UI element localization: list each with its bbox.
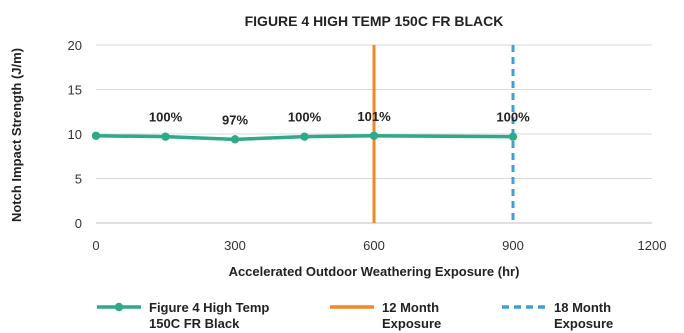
y-tick-label: 5: [75, 172, 82, 187]
series-layer: 100% 97% 100% 101% 100%: [91, 109, 530, 144]
data-label: 97%: [222, 112, 248, 127]
y-tick-label: 20: [68, 38, 82, 53]
legend-label: 18 Month: [554, 300, 611, 315]
x-tick-label: 0: [92, 238, 99, 253]
legend-label: Exposure: [554, 316, 613, 331]
data-point: [300, 132, 309, 141]
y-tick-label: 10: [68, 127, 82, 142]
x-tick-label: 1200: [638, 238, 667, 253]
data-label: 100%: [149, 110, 183, 125]
data-label: 101%: [357, 109, 391, 124]
series-line: [95, 134, 514, 142]
x-tick-label: 300: [224, 238, 246, 253]
legend-label: Exposure: [382, 316, 441, 331]
legend-marker: [114, 302, 124, 312]
x-tick-label: 900: [502, 238, 524, 253]
x-tick-label: 600: [363, 238, 385, 253]
data-label: 100%: [496, 110, 530, 125]
data-point: [508, 132, 518, 141]
x-axis-ticks: 0 300 600 900 1200: [92, 238, 666, 253]
chart-title: FIGURE 4 HIGH TEMP 150C FR BLACK: [245, 13, 504, 29]
legend-label: 150C FR Black: [149, 316, 240, 331]
data-point: [369, 131, 379, 140]
legend-label: Figure 4 High Temp: [149, 300, 269, 315]
legend-label: 12 Month: [382, 300, 439, 315]
x-axis-label: Accelerated Outdoor Weathering Exposure …: [229, 264, 520, 279]
data-point: [91, 131, 101, 140]
data-point: [161, 132, 170, 141]
y-tick-label: 15: [68, 83, 82, 98]
data-label: 100%: [288, 110, 322, 125]
data-point: [230, 135, 240, 144]
y-tick-label: 0: [75, 216, 82, 231]
y-axis-ticks: 0 5 10 15 20: [68, 38, 82, 231]
y-axis-label: Notch Impact Strength (J/m): [9, 48, 24, 222]
